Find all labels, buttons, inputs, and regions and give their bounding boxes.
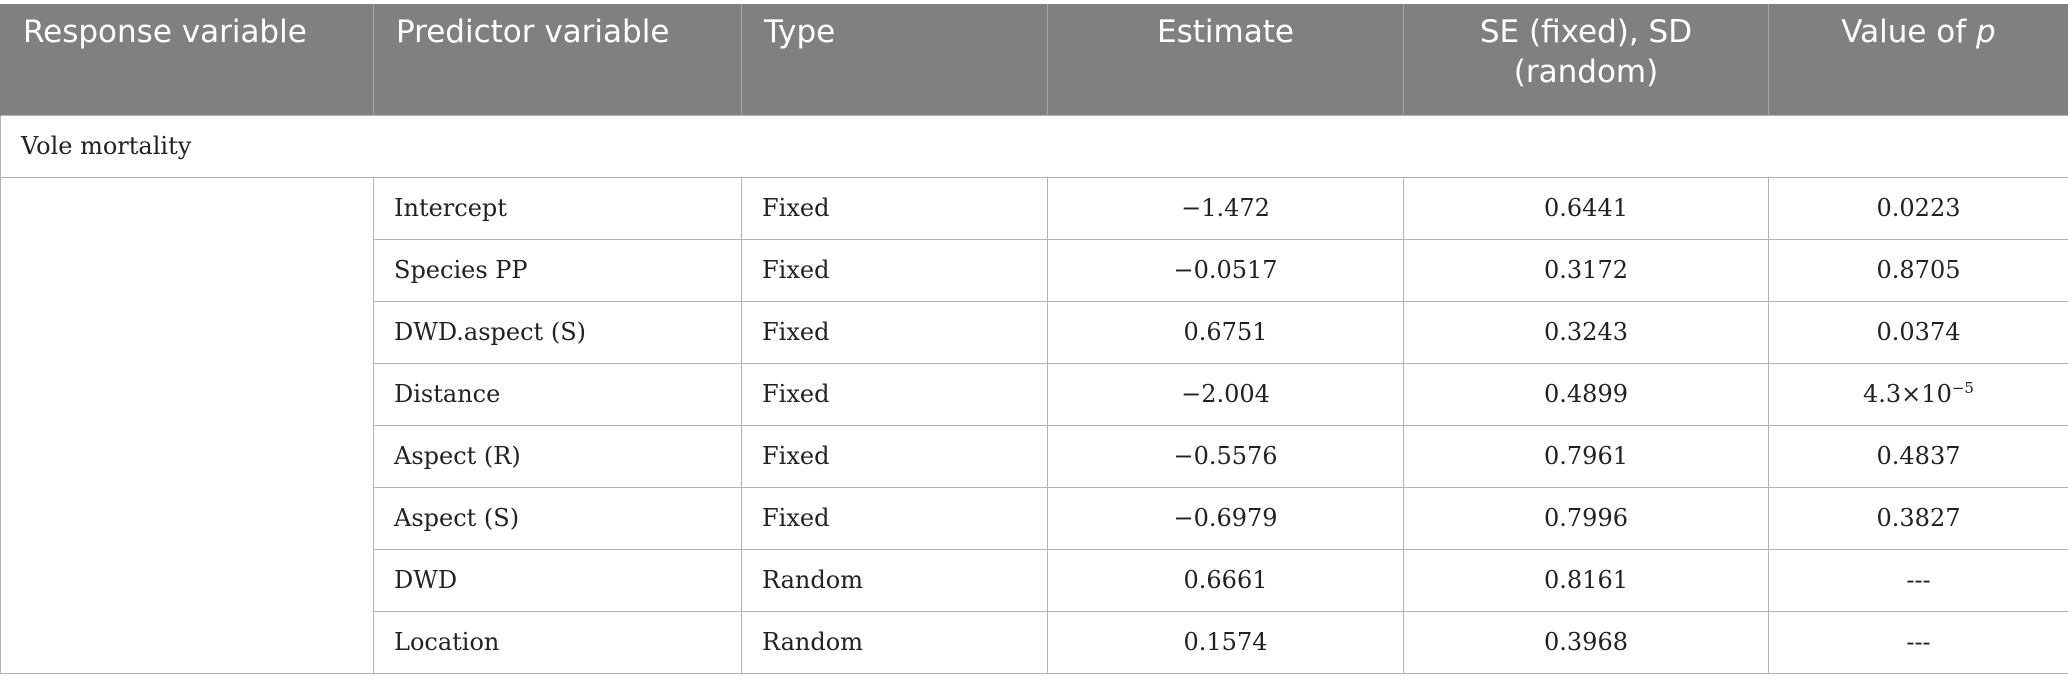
- estimate-cell: −1.472: [1047, 176, 1404, 240]
- header-type: Type: [741, 4, 1048, 115]
- header-p-value: Value of p: [1768, 4, 2068, 115]
- p-value-cell: 4.3×10−5: [1768, 362, 2068, 426]
- predictor-cell: Aspect (R): [373, 424, 742, 488]
- p-value-cell: 0.8705: [1768, 238, 2068, 302]
- table-row: DWD Random 0.6661 0.8161 ---: [1, 548, 2068, 612]
- type-cell: Fixed: [741, 486, 1048, 550]
- estimate-cell: 0.6751: [1047, 300, 1404, 364]
- type-cell: Random: [741, 610, 1048, 674]
- header-row: Response variable Predictor variable Typ…: [0, 4, 2068, 115]
- table-row: Aspect (S) Fixed −0.6979 0.7996 0.3827: [1, 486, 2068, 550]
- header-p-prefix: Value of: [1841, 14, 1977, 50]
- estimate-cell: −0.0517: [1047, 238, 1404, 302]
- p-value-cell: 0.0223: [1768, 176, 2068, 240]
- estimate-cell: −0.5576: [1047, 424, 1404, 488]
- p-value-cell: 0.0374: [1768, 300, 2068, 364]
- predictor-cell: DWD: [373, 548, 742, 612]
- p-value-exponent: −5: [1951, 379, 1974, 397]
- header-se-line1: SE (fixed), SD: [1479, 14, 1693, 50]
- table-row: Aspect (R) Fixed −0.5576 0.7961 0.4837: [1, 424, 2068, 488]
- type-cell: Random: [741, 548, 1048, 612]
- header-se-line2: (random): [1513, 54, 1659, 90]
- se-cell: 0.7996: [1403, 486, 1769, 550]
- table-row: Intercept Fixed −1.472 0.6441 0.0223: [0, 176, 2068, 674]
- estimate-cell: 0.1574: [1047, 610, 1404, 674]
- results-table: Response variable Predictor variable Typ…: [0, 4, 2068, 674]
- type-cell: Fixed: [741, 362, 1048, 426]
- section-row: Vole mortality: [0, 114, 2068, 178]
- header-p-symbol: p: [1976, 14, 1996, 50]
- header-predictor-variable: Predictor variable: [373, 4, 742, 115]
- se-cell: 0.4899: [1403, 362, 1769, 426]
- p-value-cell: 0.3827: [1768, 486, 2068, 550]
- p-value-cell: ---: [1768, 610, 2068, 674]
- predictor-cell: Location: [373, 610, 742, 674]
- p-value-base: 4.3×10: [1863, 380, 1952, 408]
- predictor-cell: DWD.aspect (S): [373, 300, 742, 364]
- p-value-cell: ---: [1768, 548, 2068, 612]
- se-cell: 0.3968: [1403, 610, 1769, 674]
- table-row: Location Random 0.1574 0.3968 ---: [1, 610, 2068, 674]
- table-header: Response variable Predictor variable Typ…: [0, 4, 2068, 115]
- predictor-cell: Distance: [373, 362, 742, 426]
- header-response-variable: Response variable: [0, 4, 374, 115]
- predictor-cell: Aspect (S): [373, 486, 742, 550]
- table-row: DWD.aspect (S) Fixed 0.6751 0.3243 0.037…: [1, 300, 2068, 364]
- type-cell: Fixed: [741, 300, 1048, 364]
- predictor-cell: Intercept: [373, 176, 742, 240]
- table-body: Vole mortality Intercept Fixed −1.472 0.…: [0, 114, 2068, 674]
- header-se-sd: SE (fixed), SD (random): [1403, 4, 1769, 115]
- se-cell: 0.6441: [1403, 176, 1769, 240]
- type-cell: Fixed: [741, 424, 1048, 488]
- estimate-cell: −2.004: [1047, 362, 1404, 426]
- estimate-cell: 0.6661: [1047, 548, 1404, 612]
- header-estimate: Estimate: [1047, 4, 1404, 115]
- se-cell: 0.8161: [1403, 548, 1769, 612]
- table-row: Distance Fixed −2.004 0.4899 4.3×10−5: [1, 362, 2068, 426]
- se-cell: 0.7961: [1403, 424, 1769, 488]
- predictor-cell: Species PP: [373, 238, 742, 302]
- se-cell: 0.3172: [1403, 238, 1769, 302]
- response-variable-cell: [0, 176, 374, 674]
- p-value-cell: 0.4837: [1768, 424, 2068, 488]
- se-cell: 0.3243: [1403, 300, 1769, 364]
- type-cell: Fixed: [741, 176, 1048, 240]
- estimate-cell: −0.6979: [1047, 486, 1404, 550]
- section-label: Vole mortality: [0, 114, 2068, 178]
- type-cell: Fixed: [741, 238, 1048, 302]
